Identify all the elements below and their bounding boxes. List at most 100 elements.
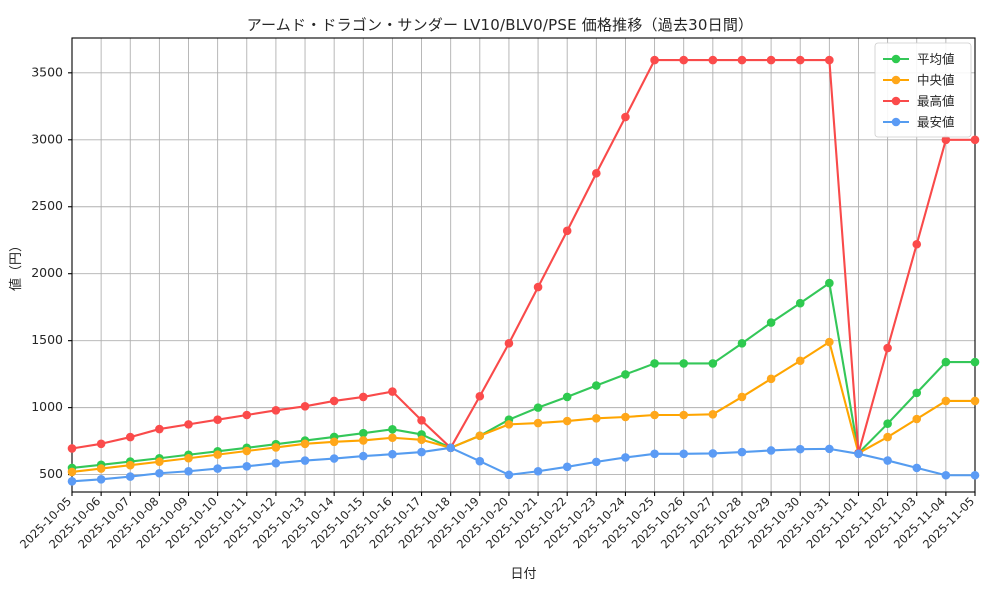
data-point-marker: [766, 318, 776, 327]
data-point-marker: [562, 392, 572, 402]
data-point-marker: [271, 458, 281, 468]
data-point-marker: [562, 226, 572, 236]
axis-tickmarks: [68, 72, 976, 496]
chart-title: アームド・ドラゴン・サンダー LV10/BLV0/PSE 価格推移（過去30日間…: [246, 16, 754, 34]
x-axis-title: 日付: [510, 567, 536, 582]
data-point-marker: [941, 135, 951, 145]
grid-lines: [72, 72, 975, 476]
data-point-marker: [125, 472, 135, 481]
data-point-marker: [737, 55, 747, 65]
data-point-marker: [184, 420, 193, 429]
data-point-marker: [242, 410, 252, 420]
data-point-marker: [475, 431, 485, 441]
data-point-marker: [679, 55, 689, 65]
y-tick-label: 2000: [31, 265, 63, 280]
legend-label-2: 中央値: [917, 73, 955, 88]
data-point-marker: [766, 374, 776, 384]
data-point-marker: [708, 359, 718, 368]
series-line: [70, 59, 977, 455]
data-point-marker: [592, 414, 601, 423]
data-point-marker: [912, 388, 922, 398]
data-point-marker: [621, 370, 630, 379]
legend-label-3: 最高値: [917, 94, 955, 109]
data-point-marker: [213, 415, 222, 424]
data-point-marker: [941, 470, 951, 480]
data-point-marker: [795, 55, 805, 65]
data-point-marker: [650, 449, 659, 459]
data-point-marker: [737, 339, 747, 348]
series-1: [67, 278, 980, 473]
data-point-marker: [708, 449, 718, 458]
series-3: [67, 55, 980, 458]
data-point-marker: [679, 410, 689, 420]
data-point-marker: [970, 396, 980, 406]
data-point-marker: [795, 444, 805, 454]
data-point-marker: [125, 460, 135, 470]
data-point-marker: [358, 428, 368, 438]
x-axis-tick-labels: 2025-10-052025-10-062025-10-072025-10-08…: [17, 494, 977, 551]
legend-label-4: 最安値: [917, 115, 955, 130]
data-point-marker: [533, 403, 543, 412]
data-point-marker: [912, 414, 922, 424]
data-point-marker: [854, 449, 863, 459]
data-point-marker: [417, 435, 426, 445]
data-point-marker: [825, 444, 834, 454]
data-point-marker: [621, 453, 630, 462]
data-point-marker: [504, 339, 514, 348]
data-point-marker: [708, 410, 718, 419]
data-point-marker: [941, 396, 951, 406]
data-point-marker: [184, 466, 193, 476]
data-point-marker: [242, 446, 252, 456]
legend-label-1: 平均値: [917, 52, 955, 67]
series-4: [67, 443, 980, 486]
legend-background: [874, 42, 972, 138]
y-tick-label: 3000: [31, 131, 63, 146]
data-point-marker: [883, 456, 892, 465]
data-point-marker: [883, 432, 892, 442]
data-point-marker: [679, 449, 689, 459]
data-point-marker: [533, 282, 543, 292]
data-point-marker: [766, 446, 776, 455]
data-point-marker: [766, 55, 776, 65]
data-point-marker: [242, 461, 252, 471]
legend-marker-swatch: [891, 96, 901, 106]
y-tick-label: 500: [39, 466, 63, 481]
y-axis-title: 値（円）: [8, 239, 24, 291]
series-line: [70, 282, 977, 469]
data-point-marker: [592, 168, 601, 178]
data-point-marker: [562, 462, 572, 472]
data-point-marker: [213, 450, 222, 459]
data-point-marker: [912, 239, 922, 249]
data-point-marker: [358, 451, 368, 461]
data-point-marker: [883, 419, 892, 428]
data-point-marker: [417, 416, 426, 425]
data-point-marker: [300, 439, 310, 449]
data-point-marker: [96, 439, 106, 449]
data-point-marker: [592, 457, 601, 467]
data-point-marker: [621, 412, 630, 422]
data-point-marker: [358, 436, 368, 445]
plot-area-border: [71, 37, 976, 493]
data-point-marker: [417, 447, 426, 457]
data-point-marker: [329, 396, 339, 406]
data-point-marker: [970, 357, 980, 367]
data-point-marker: [329, 454, 339, 463]
data-point-marker: [650, 55, 659, 65]
data-point-marker: [358, 392, 368, 402]
data-point-marker: [271, 406, 281, 415]
series-line: [70, 446, 977, 483]
data-point-marker: [67, 467, 77, 477]
y-axis-tick-labels: 500 1000 1500 2000 2500 3000 3500: [31, 64, 63, 481]
data-point-marker: [125, 432, 135, 442]
y-tick-label: 2500: [31, 198, 63, 213]
data-point-marker: [155, 424, 164, 434]
y-tick-label: 3500: [31, 64, 63, 79]
data-point-marker: [883, 343, 892, 353]
data-point-marker: [271, 443, 281, 452]
data-point-marker: [562, 416, 572, 426]
data-point-marker: [708, 55, 718, 65]
data-point-marker: [592, 381, 601, 390]
y-tick-label: 1000: [31, 399, 63, 414]
